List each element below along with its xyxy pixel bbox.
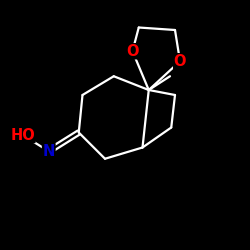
Text: O: O bbox=[126, 44, 139, 59]
Text: HO: HO bbox=[10, 128, 35, 142]
Text: N: N bbox=[42, 144, 55, 159]
Text: O: O bbox=[174, 54, 186, 69]
